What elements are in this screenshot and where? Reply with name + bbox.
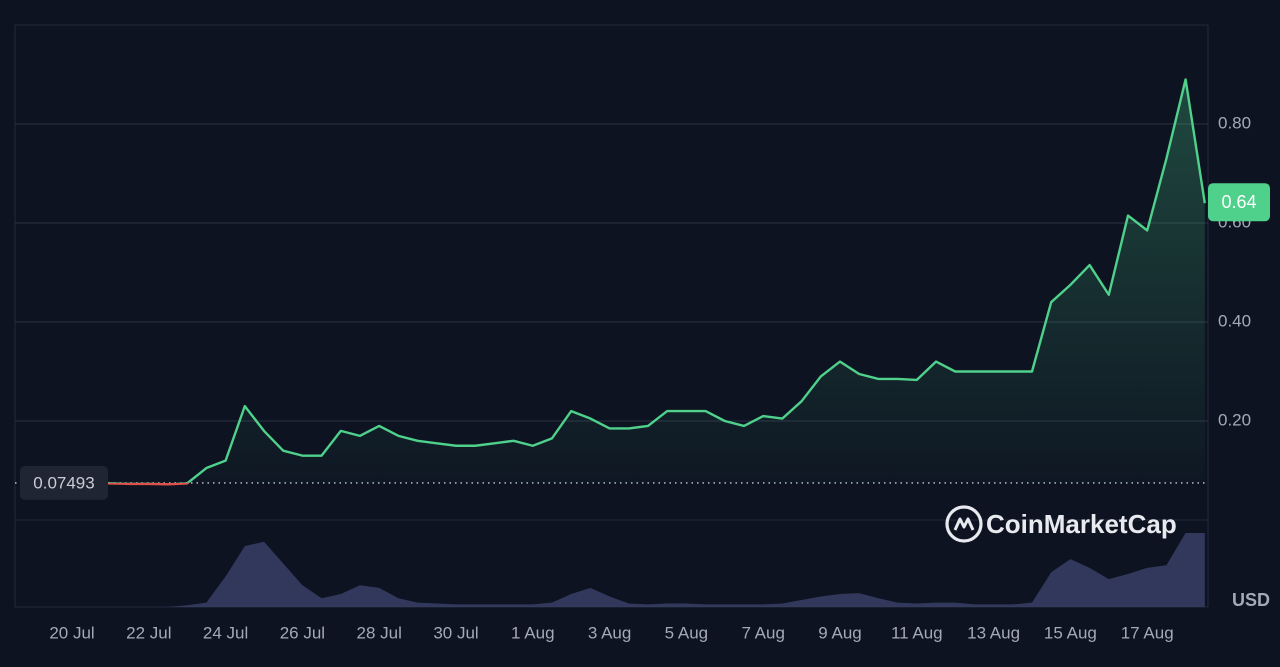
y-tick-label: 0.20 [1218, 410, 1251, 429]
x-tick-label: 15 Aug [1044, 623, 1097, 642]
x-tick-label: 22 Jul [126, 623, 171, 642]
baseline-badge [20, 465, 108, 500]
x-tick-label: 20 Jul [49, 623, 94, 642]
price-area [33, 79, 1205, 483]
current-price-badge [1208, 183, 1270, 222]
price-line [33, 78, 1206, 483]
current-price-label: 0.64 [1221, 192, 1256, 212]
baseline-label: 0.07493 [33, 473, 94, 492]
x-tick-label: 26 Jul [280, 623, 325, 642]
x-tick-label: 1 Aug [511, 623, 555, 642]
x-tick-label: 30 Jul [433, 623, 478, 642]
x-tick-label: 24 Jul [203, 623, 248, 642]
logo-ring [945, 505, 983, 543]
x-tick-label: 28 Jul [357, 623, 402, 642]
plot: 0.07493 0.64 [15, 78, 1270, 607]
x-tick-label: 7 Aug [741, 623, 785, 642]
x-tick-label: 3 Aug [588, 623, 632, 642]
x-tick-label: 11 Aug [891, 623, 943, 642]
x-tick-label: 17 Aug [1121, 623, 1174, 642]
y-tick-label: 0.80 [1218, 113, 1251, 132]
volume-area [33, 533, 1205, 607]
watermark: CoinMarketCap [945, 505, 1177, 543]
x-tick-label: 13 Aug [967, 623, 1020, 642]
currency-label: USD [1232, 590, 1270, 610]
x-tick-label: 9 Aug [818, 623, 862, 642]
y-tick-label: 0.40 [1218, 311, 1251, 330]
logo-mark [953, 517, 975, 531]
watermark-text: CoinMarketCap [986, 509, 1177, 539]
x-tick-label: 5 Aug [665, 623, 709, 642]
